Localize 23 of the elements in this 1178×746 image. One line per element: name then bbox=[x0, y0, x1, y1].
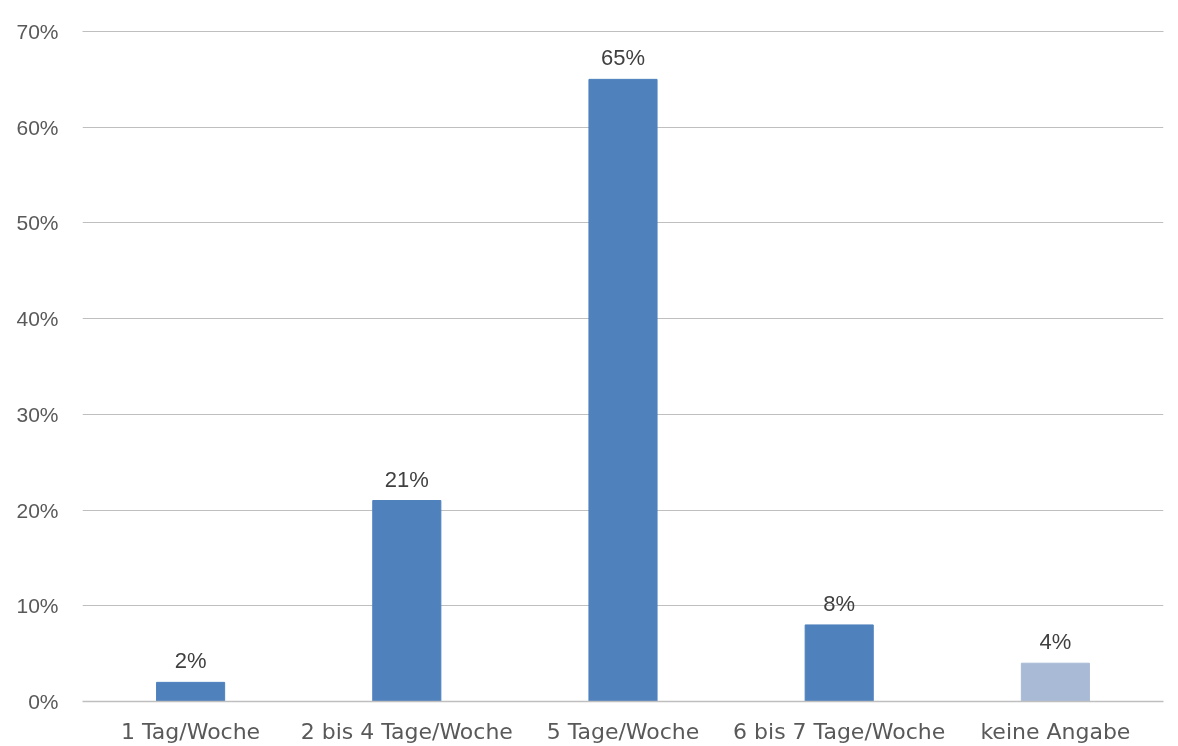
y-tick-label: 10% bbox=[16, 594, 59, 618]
x-tick-label: 1 Tag/Woche bbox=[121, 718, 261, 744]
data-label: 2% bbox=[174, 648, 207, 674]
y-tick-label: 30% bbox=[16, 402, 59, 426]
y-tick-label: 20% bbox=[16, 498, 59, 522]
data-label: 65% bbox=[600, 45, 646, 71]
y-tick-label: 40% bbox=[16, 307, 59, 331]
x-tick-label: keine Angabe bbox=[980, 718, 1131, 744]
bar bbox=[804, 624, 874, 702]
y-tick-label: 0% bbox=[28, 690, 59, 713]
data-label: 4% bbox=[1039, 629, 1072, 655]
data-label: 8% bbox=[823, 590, 856, 616]
x-tick-label: 2 bis 4 Tage/Woche bbox=[300, 718, 513, 744]
x-tick-label: 5 Tage/Woche bbox=[546, 718, 700, 744]
bar bbox=[156, 681, 226, 702]
data-label: 21% bbox=[384, 466, 429, 492]
y-tick-label: 50% bbox=[16, 211, 59, 235]
y-tick-label: 60% bbox=[16, 115, 59, 139]
bar bbox=[588, 78, 658, 702]
y-tick-label: 70% bbox=[16, 20, 59, 43]
bar bbox=[1020, 662, 1090, 702]
x-tick-label: 6 bis 7 Tage/Woche bbox=[733, 718, 946, 744]
bar bbox=[372, 500, 442, 702]
